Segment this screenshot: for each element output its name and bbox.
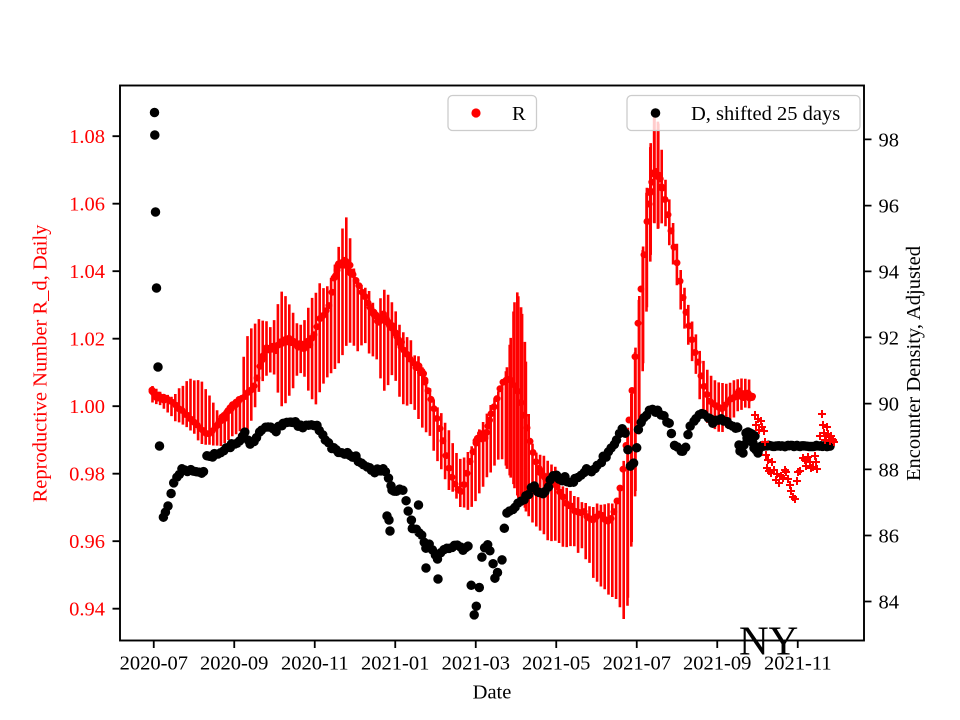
svg-text:2021-07: 2021-07	[603, 653, 671, 675]
svg-text:0.94: 0.94	[69, 599, 105, 621]
svg-text:90: 90	[879, 394, 900, 416]
svg-text:98: 98	[879, 129, 900, 151]
svg-text:1.04: 1.04	[69, 261, 105, 283]
svg-text:2021-09: 2021-09	[683, 653, 751, 675]
svg-text:2020-09: 2020-09	[200, 653, 268, 675]
svg-text:0.96: 0.96	[69, 531, 105, 553]
svg-text:2020-07: 2020-07	[120, 653, 188, 675]
svg-text:Date: Date	[473, 682, 512, 704]
svg-text:94: 94	[879, 261, 900, 283]
svg-text:92: 92	[879, 327, 900, 349]
svg-text:R: R	[512, 103, 526, 125]
svg-text:1.06: 1.06	[69, 194, 105, 216]
svg-text:Encounter Density, Adjusted: Encounter Density, Adjusted	[903, 246, 925, 481]
svg-text:2020-11: 2020-11	[281, 653, 349, 675]
svg-text:84: 84	[879, 592, 900, 614]
svg-text:86: 86	[879, 526, 900, 548]
svg-text:88: 88	[879, 459, 900, 481]
svg-text:0.98: 0.98	[69, 464, 105, 486]
svg-text:1.08: 1.08	[69, 126, 105, 148]
svg-text:1.00: 1.00	[69, 396, 105, 418]
svg-text:2021-11: 2021-11	[764, 653, 832, 675]
svg-text:1.02: 1.02	[69, 329, 105, 351]
svg-text:96: 96	[879, 196, 900, 218]
svg-text:Reproductive Number R_d, Daily: Reproductive Number R_d, Daily	[30, 224, 52, 503]
svg-text:NY: NY	[739, 618, 798, 664]
svg-text:2021-03: 2021-03	[442, 653, 510, 675]
svg-text:2021-01: 2021-01	[361, 653, 429, 675]
svg-text:2021-05: 2021-05	[522, 653, 590, 675]
svg-text:D, shifted 25 days: D, shifted 25 days	[691, 103, 840, 125]
